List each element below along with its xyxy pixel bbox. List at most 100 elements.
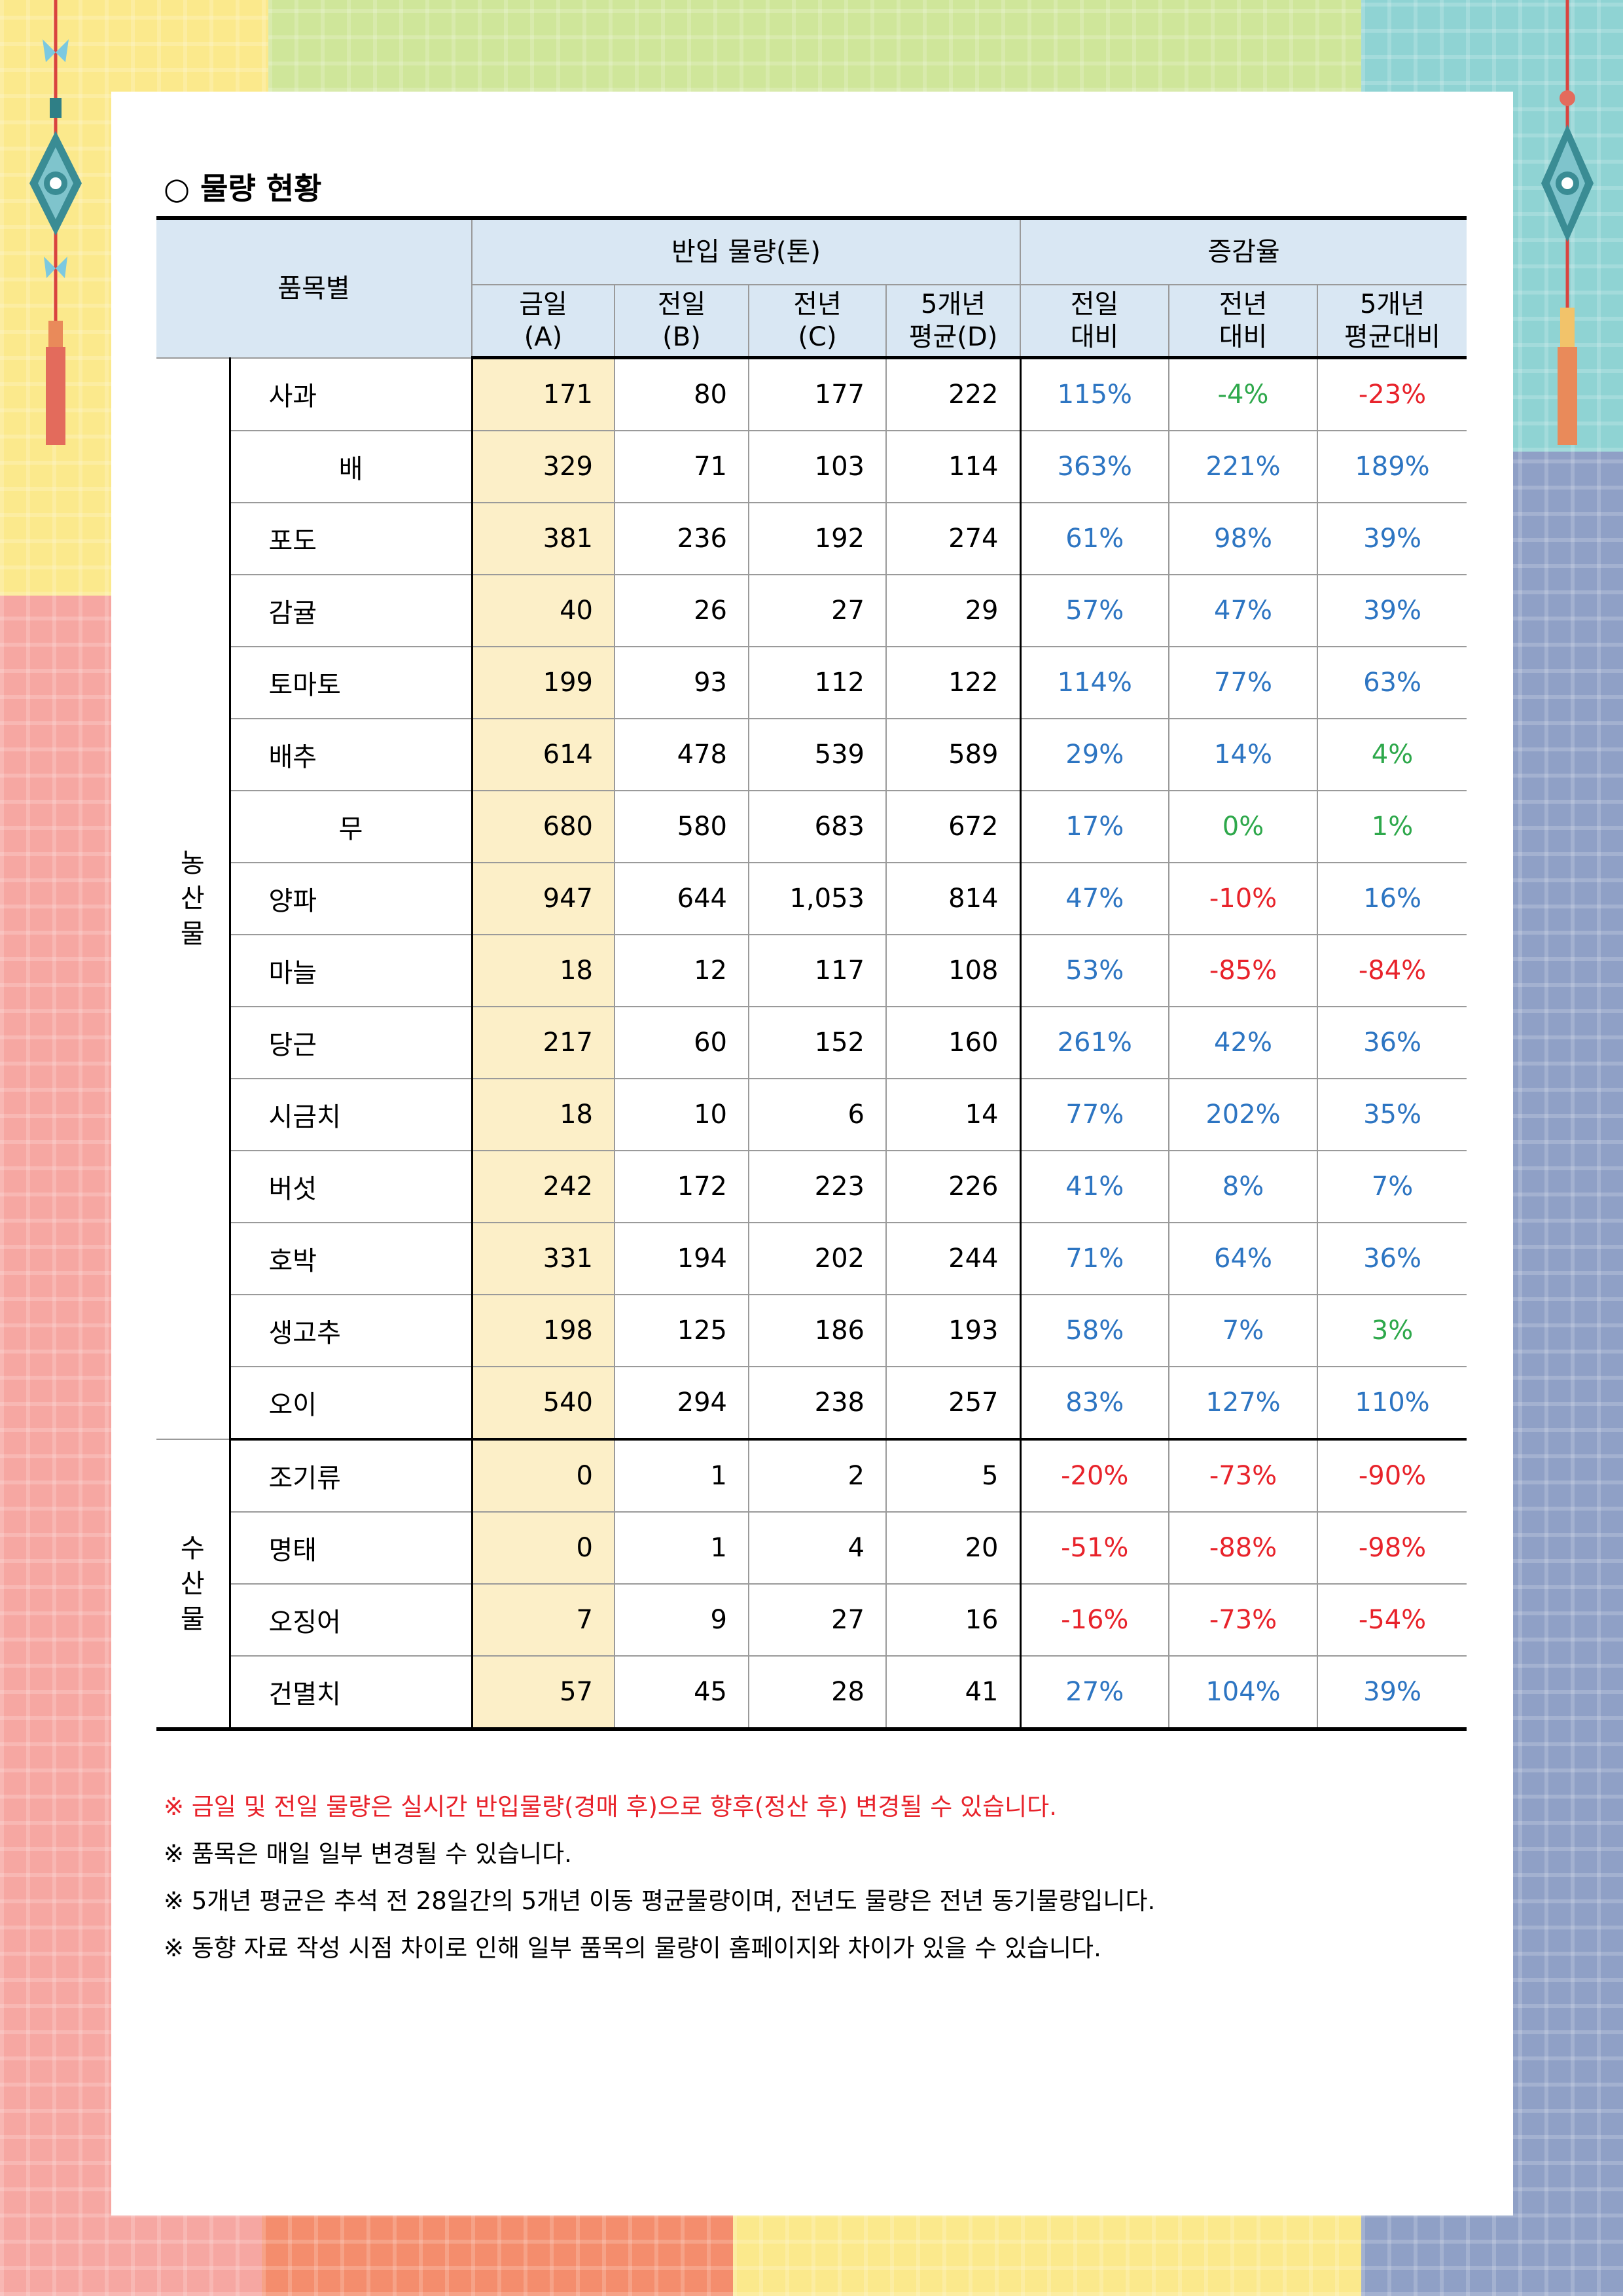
value-last-year: 152 <box>748 1006 887 1079</box>
rate-vs-last-year: 64% <box>1168 1222 1318 1295</box>
value-last-year: 2 <box>748 1439 887 1513</box>
value-5yr-avg: 244 <box>885 1222 1021 1295</box>
value-last-year: 112 <box>748 646 887 719</box>
value-today: 242 <box>471 1150 615 1223</box>
table-row: 농산물 사과 171 80 177 222 115% -4% -23% <box>156 357 1467 1440</box>
rate-vs-last-year: -85% <box>1168 934 1318 1007</box>
note-items: ※ 품목은 매일 일부 변경될 수 있습니다. <box>164 1840 572 1868</box>
category-agri: 농산물 <box>156 357 231 1440</box>
background-pink-panel <box>0 596 111 2296</box>
value-yesterday: 236 <box>614 502 749 575</box>
value-yesterday: 172 <box>614 1150 749 1223</box>
rate-vs-5yr: 36% <box>1316 1222 1467 1295</box>
value-today: 40 <box>471 574 615 647</box>
volume-table: 품목별 반입 물량(톤) 증감율 금일 (A) 전일 (B) 전년 (C) 5개년 평균… <box>156 216 1467 1731</box>
table-row: 양파 947 644 1,053 814 47% -10% 16% <box>156 862 1467 935</box>
value-5yr-avg: 122 <box>885 646 1021 719</box>
item-name: 오징어 <box>229 1583 473 1657</box>
background-bottom-pink <box>0 2215 262 2296</box>
value-last-year: 117 <box>748 934 887 1007</box>
table-row: 마늘 18 12 117 108 53% -85% -84% <box>156 934 1467 1007</box>
rate-vs-5yr: 16% <box>1316 862 1467 935</box>
rate-vs-yesterday: 47% <box>1019 862 1169 935</box>
value-yesterday: 644 <box>614 862 749 935</box>
rate-vs-last-year: -10% <box>1168 862 1318 935</box>
note-average: ※ 5개년 평균은 추석 전 28일간의 5개년 이동 평균물량이며, 전년도 … <box>164 1887 1156 1915</box>
rate-vs-yesterday: -16% <box>1019 1583 1169 1657</box>
rate-vs-last-year: 202% <box>1168 1078 1318 1151</box>
rate-vs-last-year: -88% <box>1168 1511 1318 1585</box>
value-today: 381 <box>471 502 615 575</box>
notes: ※ 금일 및 전일 물량은 실시간 반입물량(경매 후)으로 향후(정산 후) … <box>164 1784 1472 1972</box>
rate-vs-5yr: -84% <box>1316 934 1467 1007</box>
table-row: 배추 614 478 539 589 29% 14% 4% <box>156 718 1467 791</box>
note-difference: ※ 동향 자료 작성 시점 차이로 인해 일부 품목의 물량이 홈페이지와 차이… <box>164 1934 1101 1962</box>
item-name: 호박 <box>229 1222 473 1295</box>
table-row: 오이 540 294 238 257 83% 127% 110% <box>156 1366 1467 1441</box>
table-row: 당근 217 60 152 160 261% 42% 36% <box>156 1006 1467 1079</box>
value-yesterday: 125 <box>614 1294 749 1367</box>
item-name: 건멸치 <box>229 1655 473 1731</box>
rate-vs-5yr: 36% <box>1316 1006 1467 1079</box>
value-5yr-avg: 41 <box>885 1655 1021 1731</box>
value-yesterday: 45 <box>614 1655 749 1731</box>
rate-vs-yesterday: 77% <box>1019 1078 1169 1151</box>
item-name: 사과 <box>229 357 473 431</box>
item-name: 토마토 <box>229 646 473 719</box>
note-realtime: ※ 금일 및 전일 물량은 실시간 반입물량(경매 후)으로 향후(정산 후) … <box>164 1793 1057 1821</box>
rate-vs-yesterday: -51% <box>1019 1511 1169 1585</box>
value-yesterday: 71 <box>614 430 749 503</box>
value-5yr-avg: 274 <box>885 502 1021 575</box>
value-last-year: 27 <box>748 1583 887 1657</box>
rate-vs-last-year: -4% <box>1168 357 1318 431</box>
rate-vs-last-year: -73% <box>1168 1439 1318 1513</box>
value-last-year: 27 <box>748 574 887 647</box>
value-yesterday: 80 <box>614 357 749 431</box>
item-name: 배추 <box>229 718 473 791</box>
value-5yr-avg: 589 <box>885 718 1021 791</box>
rate-vs-yesterday: 114% <box>1019 646 1169 719</box>
item-name: 포도 <box>229 502 473 575</box>
rate-vs-5yr: 39% <box>1316 1655 1467 1731</box>
rate-vs-yesterday: 27% <box>1019 1655 1169 1731</box>
table-row: 호박 331 194 202 244 71% 64% 36% <box>156 1222 1467 1295</box>
item-name: 생고추 <box>229 1294 473 1367</box>
value-last-year: 192 <box>748 502 887 575</box>
value-yesterday: 12 <box>614 934 749 1007</box>
table-row: 생고추 198 125 186 193 58% 7% 3% <box>156 1294 1467 1367</box>
background-bottom-blue <box>1361 2215 1623 2296</box>
rate-vs-yesterday: 363% <box>1019 430 1169 503</box>
rate-vs-last-year: 7% <box>1168 1294 1318 1367</box>
value-last-year: 202 <box>748 1222 887 1295</box>
rate-vs-last-year: 14% <box>1168 718 1318 791</box>
rate-vs-yesterday: 58% <box>1019 1294 1169 1367</box>
header-col-last-year: 전년 (C) <box>748 284 887 359</box>
value-today: 171 <box>471 357 615 431</box>
rate-vs-5yr: 110% <box>1316 1366 1467 1441</box>
item-name: 마늘 <box>229 934 473 1007</box>
rate-vs-5yr: -90% <box>1316 1439 1467 1513</box>
background-bottom-yellow <box>733 2215 1361 2296</box>
rate-vs-last-year: 8% <box>1168 1150 1318 1223</box>
table-row: 무 680 580 683 672 17% 0% 1% <box>156 790 1467 863</box>
rate-vs-5yr: -98% <box>1316 1511 1467 1585</box>
value-today: 18 <box>471 1078 615 1151</box>
rate-vs-last-year: -73% <box>1168 1583 1318 1657</box>
value-yesterday: 60 <box>614 1006 749 1079</box>
rate-vs-yesterday: 17% <box>1019 790 1169 863</box>
rate-vs-5yr: 4% <box>1316 718 1467 791</box>
rate-vs-5yr: 3% <box>1316 1294 1467 1367</box>
background-green-panel <box>268 0 1361 92</box>
header-rate-group: 증감율 <box>1019 216 1467 285</box>
value-5yr-avg: 20 <box>885 1511 1021 1585</box>
header-item: 품목별 <box>156 216 473 359</box>
value-today: 614 <box>471 718 615 791</box>
rate-vs-yesterday: 53% <box>1019 934 1169 1007</box>
value-today: 199 <box>471 646 615 719</box>
document-page: ○ 물량 현황 품목별 반입 물량(톤) 증감율 금일 (A) 전일 (B) 전년(… <box>111 92 1513 2215</box>
value-last-year: 6 <box>748 1078 887 1151</box>
rate-vs-5yr: 35% <box>1316 1078 1467 1151</box>
value-yesterday: 478 <box>614 718 749 791</box>
value-last-year: 238 <box>748 1366 887 1441</box>
value-last-year: 186 <box>748 1294 887 1367</box>
